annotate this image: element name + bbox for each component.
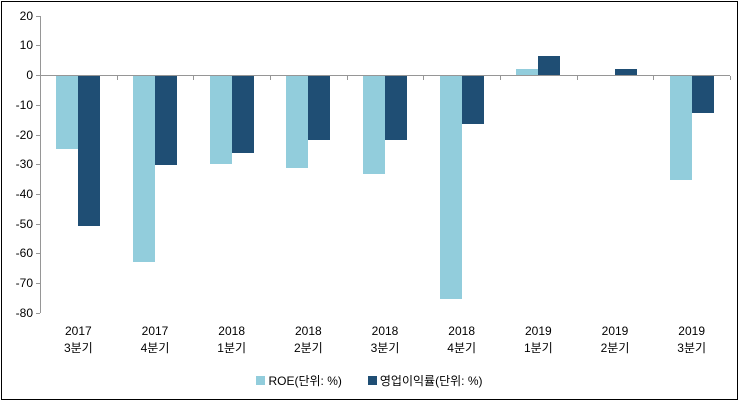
legend-swatch-operating-margin [367, 376, 377, 385]
y-axis-line [40, 15, 41, 313]
x-category-year: 2018 [294, 324, 322, 338]
x-category-label: 2019 2분기 [580, 323, 650, 357]
x-category-year: 2019 [601, 324, 629, 338]
y-axis-tick-label: -60 [15, 246, 33, 261]
bar-operating-margin [308, 76, 331, 140]
x-axis-tick [270, 76, 271, 81]
bar-roe [363, 76, 385, 175]
legend-swatch-roe [256, 376, 266, 385]
x-category-label: 2018 3분기 [350, 323, 420, 357]
x-axis-tick [423, 76, 425, 81]
x-category-year: 2018 [448, 324, 475, 338]
y-axis-tick-label: -40 [15, 186, 33, 201]
bar-roe [286, 76, 309, 169]
x-category-year: 2018 [371, 324, 399, 338]
legend-label-roe: ROE(단위: %) [268, 374, 342, 388]
x-category-quarter: 3분기 [370, 341, 400, 355]
x-category-year: 2018 [218, 324, 245, 338]
x-category-quarter: 2분기 [293, 341, 323, 355]
y-axis-tick-label: 20 [19, 8, 33, 23]
x-category-label: 2019 1분기 [503, 323, 573, 357]
y-axis-tick-label: -80 [15, 305, 33, 320]
x-category-quarter: 3분기 [63, 341, 93, 355]
y-axis-tick [36, 312, 40, 314]
x-category-label: 2018 2분기 [273, 323, 343, 357]
y-axis-tick-label: 10 [19, 38, 33, 53]
x-axis-tick [346, 76, 348, 81]
bar-operating-margin [615, 69, 637, 76]
x-category-quarter: 2분기 [600, 341, 630, 355]
y-axis-tick-label: -20 [15, 127, 33, 142]
x-axis-tick [730, 76, 731, 81]
chart-legend: ROE(단위: %) 영업이익률(단위: %) [2, 372, 737, 389]
y-axis-tick [36, 223, 40, 225]
x-category-quarter: 1분기 [217, 341, 247, 355]
y-axis-tick-label: -50 [15, 216, 33, 231]
y-axis-tick [36, 104, 40, 106]
y-axis-tick [36, 15, 40, 17]
x-category-quarter: 4분기 [447, 341, 477, 355]
x-category-label: 2018 4분기 [427, 323, 497, 357]
x-category-year: 2017 [64, 324, 92, 338]
bar-roe [439, 76, 462, 299]
x-category-label: 2017 4분기 [120, 323, 190, 357]
bar-roe [56, 76, 79, 149]
x-category-quarter: 3분기 [677, 341, 707, 355]
x-category-quarter: 4분기 [140, 341, 170, 355]
x-axis-tick [653, 76, 655, 81]
x-category-label: 2019 3분기 [657, 323, 727, 357]
bar-operating-margin [538, 55, 561, 76]
x-axis-tick [116, 76, 118, 81]
y-axis-tick [36, 134, 40, 136]
bar-operating-margin [231, 76, 254, 154]
y-axis-tick [36, 253, 40, 255]
x-category-year: 2019 [524, 324, 552, 338]
y-axis-tick-label: -10 [15, 97, 33, 112]
y-axis-tick [36, 75, 40, 77]
bar-roe [669, 76, 692, 181]
y-axis-tick [36, 45, 40, 47]
x-axis-line [40, 75, 730, 77]
x-axis-tick [500, 76, 501, 81]
legend-label-operating-margin: 영업이익률(단위: %) [379, 374, 483, 388]
y-axis-tick-label: -30 [15, 157, 33, 172]
x-axis-tick [576, 76, 578, 81]
x-category-quarter: 1분기 [523, 341, 553, 355]
legend-item-roe: ROE(단위: %) [256, 372, 342, 389]
x-category-label: 2018 1분기 [197, 323, 267, 357]
bar-operating-margin [385, 76, 407, 140]
bar-operating-margin [691, 76, 714, 114]
x-category-year: 2017 [141, 324, 169, 338]
legend-item-operating-margin: 영업이익률(단위: %) [367, 372, 483, 389]
y-axis-tick-label: -70 [15, 276, 33, 290]
y-axis-tick-label: 0 [26, 68, 33, 83]
y-axis-tick [36, 193, 40, 195]
x-category-year: 2019 [678, 324, 705, 338]
x-axis-tick [40, 76, 41, 81]
y-axis-tick [36, 164, 40, 166]
bar-roe [209, 76, 232, 164]
x-axis-tick [193, 76, 195, 81]
bar-operating-margin [155, 76, 177, 166]
bar-operating-margin [78, 76, 101, 227]
x-category-label: 2017 3분기 [43, 323, 113, 357]
bar-roe [133, 76, 155, 262]
y-axis-tick [36, 283, 40, 284]
bar-roe [516, 69, 539, 76]
bar-operating-margin [461, 76, 484, 124]
